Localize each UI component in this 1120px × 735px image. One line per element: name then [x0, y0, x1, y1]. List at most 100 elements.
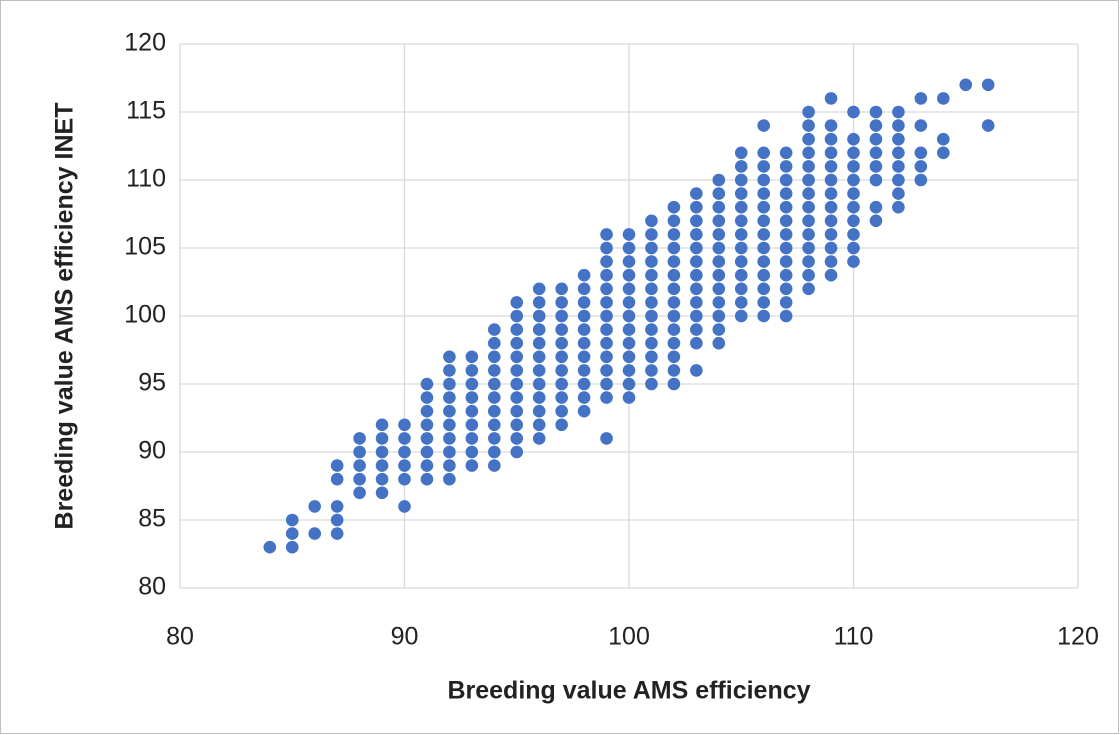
grid-layer — [179, 43, 1079, 589]
point — [667, 296, 681, 309]
point — [532, 282, 546, 296]
point — [802, 173, 815, 187]
point — [353, 445, 366, 459]
point — [622, 350, 636, 364]
point — [734, 187, 748, 200]
point — [420, 404, 434, 418]
point — [937, 92, 950, 105]
point — [398, 418, 411, 432]
point — [510, 336, 524, 350]
point — [824, 119, 838, 132]
point — [734, 309, 748, 323]
point — [981, 119, 995, 132]
point — [802, 241, 815, 255]
point — [532, 323, 546, 336]
point — [914, 146, 928, 160]
point — [555, 377, 568, 391]
point — [645, 336, 658, 350]
point — [779, 146, 793, 160]
point — [757, 187, 770, 200]
point — [802, 160, 815, 173]
point — [847, 187, 860, 200]
point — [577, 268, 591, 282]
point — [510, 364, 524, 377]
point — [555, 391, 568, 404]
point — [690, 309, 703, 323]
point — [892, 160, 905, 173]
point — [622, 336, 636, 350]
point — [734, 214, 748, 228]
point — [892, 187, 905, 200]
point — [712, 187, 726, 200]
point — [398, 500, 411, 513]
point — [488, 391, 501, 404]
point — [465, 445, 479, 459]
point — [847, 160, 860, 173]
point — [420, 445, 434, 459]
point — [824, 160, 838, 173]
point — [600, 228, 613, 241]
point — [577, 377, 591, 391]
x-tick-label: 80 — [166, 623, 194, 651]
point — [937, 146, 950, 160]
point — [622, 296, 636, 309]
point — [488, 364, 501, 377]
point — [802, 105, 815, 119]
point — [667, 377, 681, 391]
point — [488, 350, 501, 364]
point — [577, 282, 591, 296]
point — [465, 432, 479, 445]
point — [645, 228, 658, 241]
point — [734, 282, 748, 296]
point — [802, 200, 815, 214]
x-tick-label: 120 — [1057, 623, 1099, 651]
point — [690, 364, 703, 377]
point — [667, 228, 681, 241]
points-layer — [263, 78, 995, 554]
point — [510, 309, 524, 323]
point — [285, 513, 299, 527]
point — [847, 200, 860, 214]
point — [892, 132, 905, 146]
point — [330, 459, 344, 472]
point — [734, 296, 748, 309]
x-tick-label: 100 — [608, 623, 650, 651]
point — [600, 296, 613, 309]
point — [757, 119, 770, 132]
point — [645, 296, 658, 309]
point — [757, 255, 770, 268]
point — [532, 377, 546, 391]
point — [847, 214, 860, 228]
point — [847, 146, 860, 160]
y-tick-label: 85 — [138, 505, 166, 533]
point — [824, 214, 838, 228]
point — [420, 432, 434, 445]
point — [510, 418, 524, 432]
point — [532, 418, 546, 432]
point — [802, 255, 815, 268]
point — [555, 404, 568, 418]
point — [892, 119, 905, 132]
point — [824, 268, 838, 282]
point — [779, 160, 793, 173]
point — [869, 132, 883, 146]
point — [757, 146, 770, 160]
point — [824, 132, 838, 146]
point — [645, 323, 658, 336]
y-tick-label: 80 — [138, 573, 166, 601]
point — [824, 146, 838, 160]
point — [398, 459, 411, 472]
point — [869, 200, 883, 214]
point — [914, 119, 928, 132]
point — [869, 119, 883, 132]
point — [779, 200, 793, 214]
point — [824, 241, 838, 255]
point — [824, 187, 838, 200]
point — [645, 255, 658, 268]
point — [757, 160, 770, 173]
point — [375, 486, 389, 500]
point — [847, 132, 860, 146]
point — [981, 78, 995, 92]
point — [375, 445, 389, 459]
point — [420, 391, 434, 404]
